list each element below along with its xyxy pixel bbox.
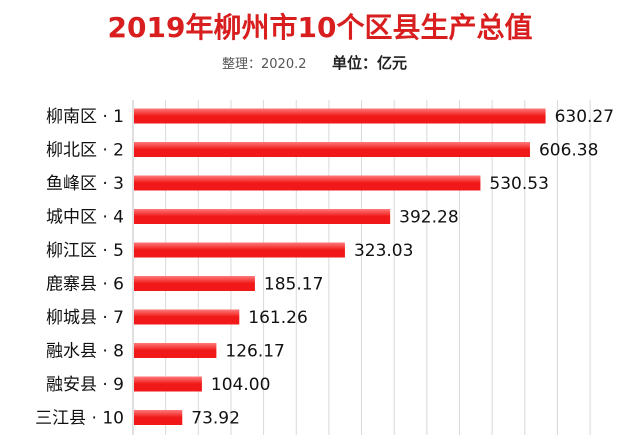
category-label: 城中区 · 4 — [46, 208, 124, 228]
data-label: 185.17 — [264, 275, 323, 295]
category-label: 鱼峰区 · 3 — [46, 174, 124, 194]
bar — [134, 343, 217, 358]
data-label: 606.38 — [539, 141, 598, 161]
bar — [134, 276, 255, 291]
bar — [134, 309, 240, 325]
data-label: 104.00 — [211, 375, 270, 395]
category-label: 融安县 · 9 — [46, 375, 124, 395]
bars: 柳南区 · 1 630.27 柳北区 · 2 606.38 鱼峰区 · 3 530.53 城… — [35, 107, 614, 429]
bar — [134, 108, 546, 124]
category-label: 鹿寨县 · 6 — [46, 275, 124, 295]
data-label: 126.17 — [225, 342, 284, 362]
category-label: 三江县 · 10 — [35, 409, 124, 429]
chart-title: 2019年柳州市10个区县生产总值 — [107, 11, 533, 44]
bar — [134, 376, 202, 392]
data-label: 73.92 — [191, 409, 240, 429]
unit-label: 单位：亿元 — [332, 54, 408, 72]
category-label: 融水县 · 8 — [46, 342, 124, 362]
data-label: 323.03 — [354, 241, 413, 261]
data-label: 530.53 — [489, 174, 548, 194]
category-label: 柳南区 · 1 — [46, 107, 124, 127]
chart-subtitle: 整理：2020.2 单位：亿元 — [0, 52, 640, 72]
bar — [134, 142, 530, 157]
bar — [134, 410, 183, 425]
category-label: 柳城县 · 7 — [46, 308, 124, 328]
bar — [134, 175, 481, 191]
data-label: 161.26 — [248, 308, 307, 328]
category-label: 柳北区 · 2 — [46, 141, 124, 161]
data-label: 392.28 — [399, 208, 458, 228]
bar — [134, 242, 345, 258]
data-label: 630.27 — [555, 107, 614, 127]
bar — [134, 209, 391, 224]
compile-date-note: 整理：2020.2 — [222, 57, 307, 72]
category-label: 柳江区 · 5 — [46, 241, 124, 261]
